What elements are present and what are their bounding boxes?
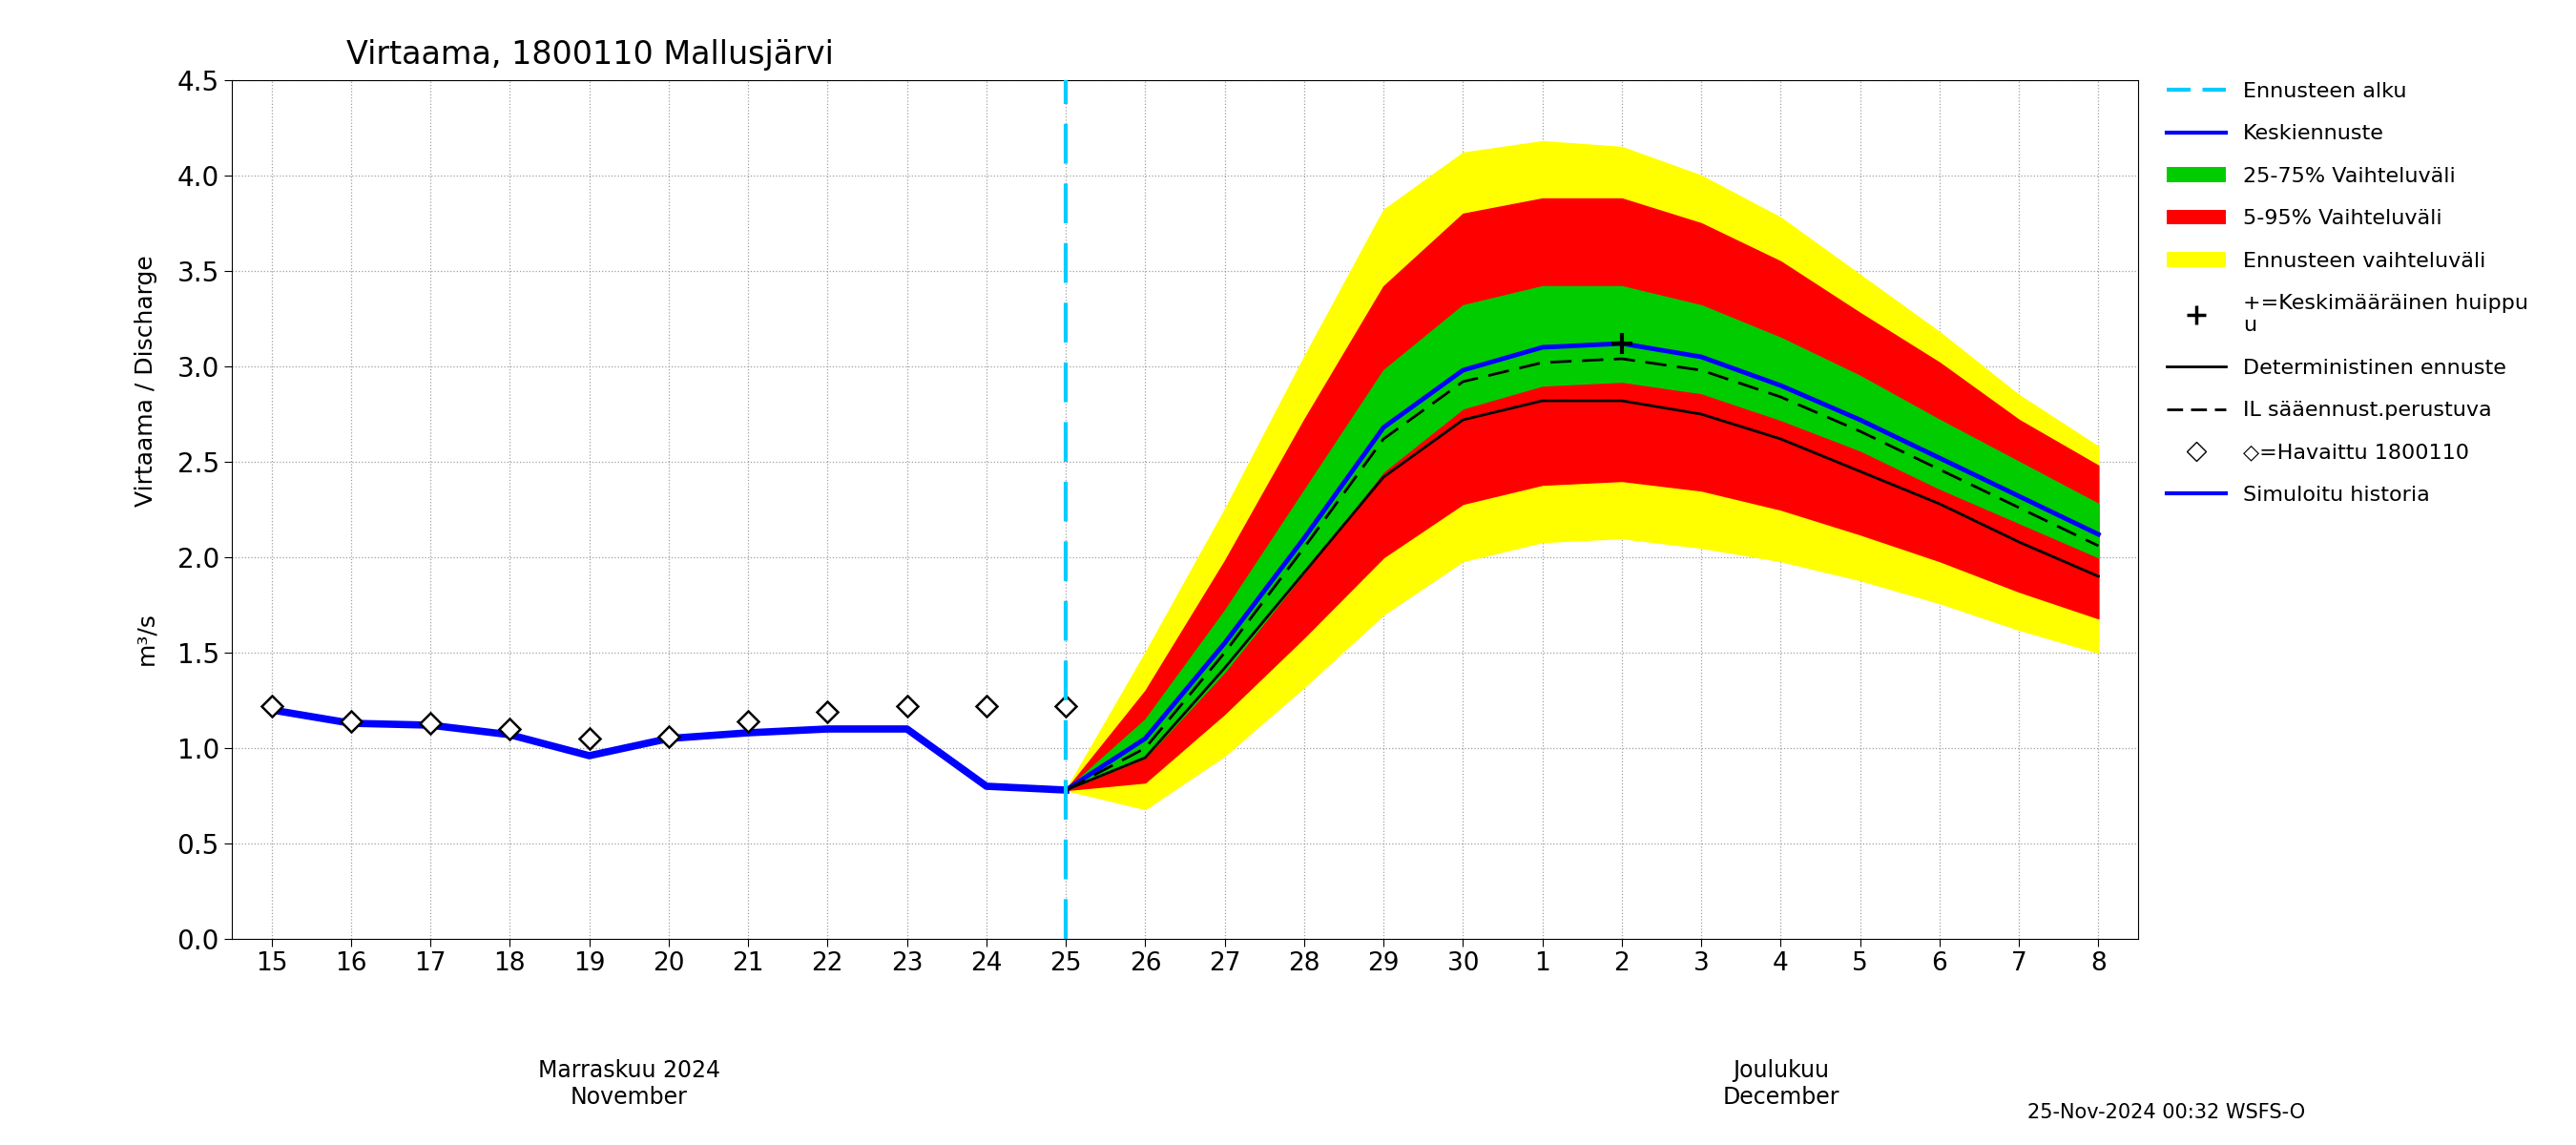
Text: m³/s: m³/s bbox=[134, 611, 157, 665]
Text: 25-Nov-2024 00:32 WSFS-O: 25-Nov-2024 00:32 WSFS-O bbox=[2027, 1103, 2306, 1122]
Legend: Ennusteen alku, Keskiennuste, 25-75% Vaihteluväli, 5-95% Vaihteluväli, Ennusteen: Ennusteen alku, Keskiennuste, 25-75% Vai… bbox=[2159, 73, 2537, 513]
Text: Virtaama, 1800110 Mallusjärvi: Virtaama, 1800110 Mallusjärvi bbox=[345, 39, 835, 71]
Text: Marraskuu 2024
November: Marraskuu 2024 November bbox=[538, 1059, 721, 1108]
Text: Joulukuu
December: Joulukuu December bbox=[1723, 1059, 1839, 1108]
Text: Virtaama / Discharge: Virtaama / Discharge bbox=[134, 255, 157, 506]
